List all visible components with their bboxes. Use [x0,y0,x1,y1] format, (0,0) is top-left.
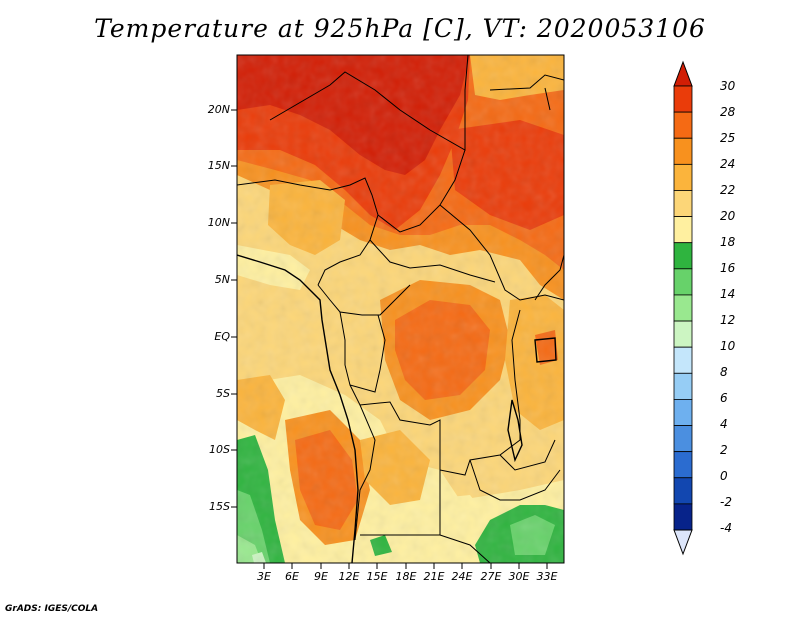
lat-label: 10S [209,443,230,456]
lon-label: 9E [314,570,328,583]
lon-label: 30E [508,570,530,583]
lat-label: 5N [214,273,230,286]
colorbar-segment [673,477,693,505]
colorbar-segment [673,346,693,374]
colorbar-top-triangle [673,60,693,87]
colorbar-segment [673,320,693,348]
credit-text: GrADS: IGES/COLA [5,604,99,614]
colorbar-segment [673,503,693,531]
map-frame [236,54,565,564]
lon-label: 18E [395,570,417,583]
lon-label: 6E [285,570,299,583]
lat-label: 15S [209,500,230,513]
colorbar-segment [673,190,693,217]
colorbar-label: 10 [720,339,736,353]
country-borders [237,55,564,563]
colorbar-segment [673,294,693,322]
lon-label: 15E [366,570,388,583]
colorbar-segment [673,399,693,426]
colorbar-label: 20 [720,209,736,223]
lon-label: 27E [480,570,502,583]
lon-label: 21E [423,570,445,583]
lon-label: 24E [451,570,473,583]
colorbar-label: 18 [720,235,736,249]
colorbar-segment [673,163,693,191]
lat-ticks [231,109,237,508]
colorbar-segment [673,111,693,139]
lon-label: 3E [257,570,271,583]
colorbar-label: 14 [720,287,736,301]
colorbar-segment [673,372,693,400]
colorbar-segment [673,216,693,244]
colorbar [673,60,693,556]
colorbar-label: 22 [720,183,736,197]
colorbar-label: 0 [720,469,728,483]
colorbar-label: -2 [720,495,732,509]
colorbar-segment [673,425,693,453]
colorbar-label: 8 [720,365,728,379]
lat-label: 5S [216,387,230,400]
colorbar-label: 30 [720,79,736,93]
lat-label: 15N [207,159,230,172]
colorbar-segment [673,85,693,113]
colorbar-segment [673,242,693,270]
lon-label: 12E [338,570,360,583]
colorbar-segment [673,451,693,479]
colorbar-segment [673,268,693,296]
colorbar-label: 6 [720,391,728,405]
lat-label: 20N [207,103,230,116]
colorbar-label: 12 [720,313,736,327]
lon-label: 33E [536,570,558,583]
colorbar-label: -4 [720,521,732,535]
colorbar-label: 2 [720,443,728,457]
colorbar-bottom-triangle [673,529,693,556]
temperature-field [237,55,564,563]
colorbar-segment [673,137,693,165]
colorbar-label: 25 [720,131,736,145]
chart-title: Temperature at 925hPa [C], VT: 202005310… [94,14,706,43]
colorbar-label: 16 [720,261,736,275]
lon-ticks [263,563,548,569]
colorbar-label: 28 [720,105,736,119]
colorbar-label: 24 [720,157,736,171]
coastline [237,254,557,563]
lat-label: 10N [207,216,230,229]
lat-label: EQ [214,330,230,343]
colorbar-label: 4 [720,417,728,431]
